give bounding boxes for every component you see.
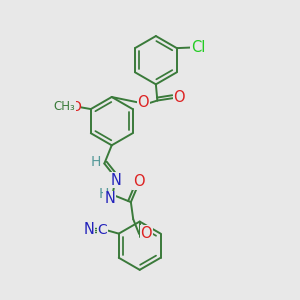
Text: O: O xyxy=(70,100,81,114)
Text: O: O xyxy=(137,94,149,110)
Text: O: O xyxy=(173,90,185,105)
Text: O: O xyxy=(140,226,152,241)
Text: H: H xyxy=(99,187,109,201)
Text: CH₃: CH₃ xyxy=(53,100,75,113)
Text: O: O xyxy=(133,174,145,189)
Text: Cl: Cl xyxy=(191,40,206,55)
Text: N: N xyxy=(110,172,121,188)
Text: N: N xyxy=(104,191,115,206)
Text: N: N xyxy=(84,222,94,237)
Text: H: H xyxy=(90,155,101,170)
Text: C: C xyxy=(98,223,107,236)
